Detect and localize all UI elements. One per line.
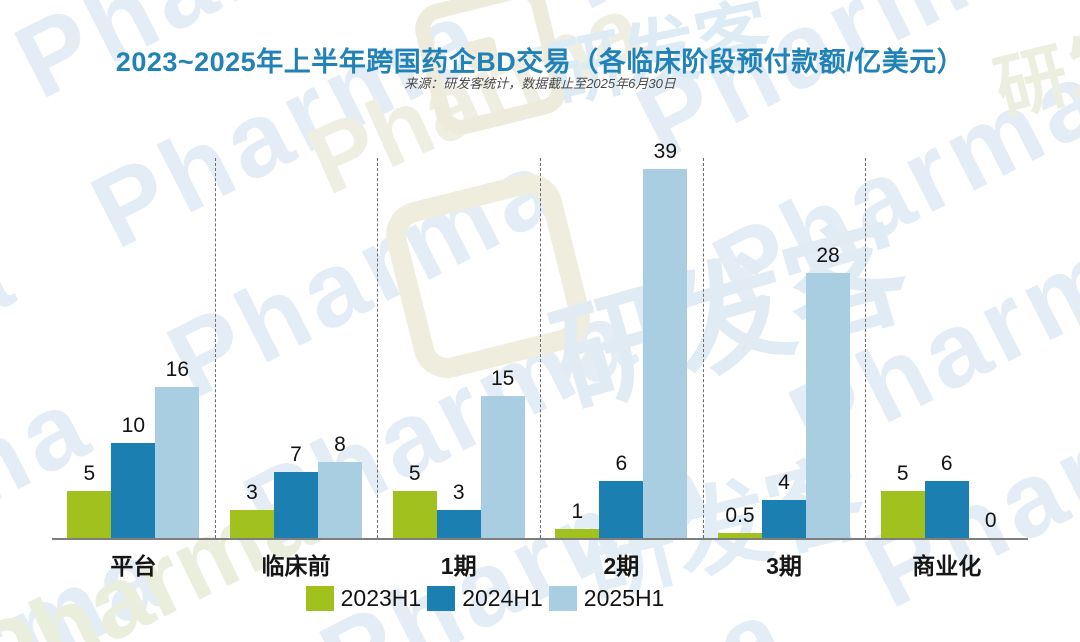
legend-label: 2025H1	[583, 585, 665, 611]
bar-2024H1: 6	[924, 452, 969, 538]
bar-value-label: 6	[615, 452, 628, 476]
legend-item-2024H1: 2024H1	[427, 585, 543, 612]
bar-2025H1: 39	[643, 140, 688, 538]
category-label: 临床前	[261, 553, 331, 579]
category-group: 5 10 16 平台	[52, 148, 215, 579]
bar-2025H1: 8	[318, 433, 362, 538]
category-label: 1期	[440, 553, 477, 579]
bar-2023H1: 1	[555, 500, 600, 538]
bar-value-label: 8	[334, 433, 346, 457]
plot-area: 5 10 16 平台 3 7 8 临床前 5 3 15 1期 1 6 39 2期 0.5 4 28 3期 5 6 0 商业化	[52, 140, 1028, 579]
category-group: 0.5 4 28 3期	[702, 148, 866, 579]
bar-value-label: 6	[940, 452, 953, 476]
bar-2023H1: 5	[392, 462, 437, 538]
category-group: 1 6 39 2期	[540, 140, 703, 579]
chart-title: 2023~2025年上半年跨国药企BD交易（各临床阶段预付款额/亿美元）	[115, 47, 965, 78]
category-label: 平台	[110, 553, 157, 579]
legend-swatch	[548, 586, 577, 611]
bar-2024H1: 10	[111, 414, 156, 538]
bar-2024H1: 6	[599, 452, 644, 538]
bar-2024H1: 4	[762, 471, 807, 538]
bar-2024H1: 7	[274, 443, 318, 538]
bar-2023H1: 0.5	[718, 504, 763, 538]
bar-2025H1: 15	[480, 367, 525, 538]
bar-value-label: 4	[778, 471, 790, 495]
bar-value-label: 5	[83, 461, 96, 485]
bar-value-label: 16	[165, 357, 190, 381]
bar-value-label: 0.5	[725, 504, 755, 528]
bar-value-label: 1	[571, 499, 584, 523]
bar-2023H1: 3	[230, 481, 274, 538]
category-label: 商业化	[912, 553, 982, 579]
bar-value-label: 10	[121, 414, 146, 438]
legend: 2023H1 2024H1 2025H1	[0, 585, 1025, 612]
legend-swatch	[305, 586, 334, 611]
bar-value-label: 3	[452, 480, 465, 504]
bar-2025H1: 28	[806, 244, 851, 538]
bar-value-label: 0	[984, 509, 997, 532]
category-separator	[865, 158, 867, 538]
category-group: 5 6 0 商业化	[865, 148, 1028, 579]
legend-label: 2023H1	[340, 585, 422, 611]
category-group: 3 7 8 临床前	[214, 148, 378, 579]
bar-value-label: 28	[816, 244, 840, 268]
legend-swatch	[427, 586, 456, 611]
category-separator	[214, 158, 216, 538]
category-label: 3期	[766, 553, 802, 579]
category-separator	[377, 158, 379, 538]
category-separator	[702, 158, 704, 538]
bar-2025H1: 16	[155, 358, 200, 538]
bar-value-label: 3	[246, 480, 258, 504]
legend-label: 2024H1	[462, 585, 543, 611]
bar-value-label: 5	[896, 461, 909, 485]
chart-source-note: 来源：研发客统计，数据截止至2025年6月30日	[404, 76, 676, 91]
bar-value-label: 39	[653, 140, 678, 164]
category-label: 2期	[603, 553, 640, 579]
bar-value-label: 5	[408, 461, 421, 485]
bar-2023H1: 5	[67, 462, 112, 538]
bar-value-label: 15	[490, 367, 515, 391]
bar-2023H1: 5	[880, 462, 925, 538]
legend-item-2023H1: 2023H1	[305, 585, 422, 612]
legend-item-2025H1: 2025H1	[548, 585, 665, 612]
category-group: 5 3 15 1期	[377, 148, 540, 579]
bar-2024H1: 3	[436, 481, 481, 538]
category-separator	[540, 158, 542, 538]
bar-value-label: 7	[290, 442, 302, 466]
